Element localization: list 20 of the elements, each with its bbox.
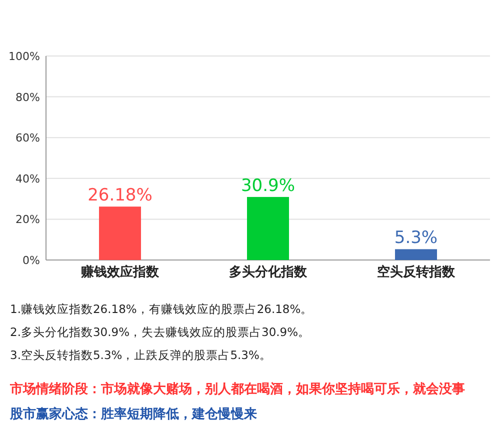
data-label: 30.9% (240, 176, 296, 196)
text: 1.赚钱效应指数26.18%，有赚钱效应的股票占26.18%。 (10, 302, 313, 316)
x-tick-label: 赚钱效应指数 (80, 264, 160, 280)
text: 市场情绪阶段：市场就像大赌场，别人都在喝酒，如果你坚持喝可乐，就会没事 (9, 381, 465, 397)
bar (395, 249, 437, 260)
y-tick-label: 100% (8, 50, 40, 63)
x-tick-label: 空头反转指数 (377, 264, 456, 280)
y-tick-label: 0% (22, 254, 40, 267)
text: 2.多头分化指数30.9%，失去赚钱效应的股票占30.9%。 (10, 325, 310, 339)
y-tick-label: 20% (16, 213, 40, 226)
bar (99, 206, 141, 260)
text: 股市赢家心态：胜率短期降低，建仓慢慢来 (9, 406, 257, 422)
x-tick-label: 多头分化指数 (229, 265, 308, 280)
text: 3.空头反转指数5.3%，止跌反弹的股票占5.3%。 (10, 348, 272, 362)
data-label: 5.3% (394, 228, 438, 248)
data-label: 26.18% (88, 186, 152, 206)
y-tick-label: 60% (16, 132, 40, 145)
y-tick-label: 80% (16, 90, 40, 104)
y-tick-label: 40% (16, 172, 40, 186)
bar (247, 196, 289, 260)
